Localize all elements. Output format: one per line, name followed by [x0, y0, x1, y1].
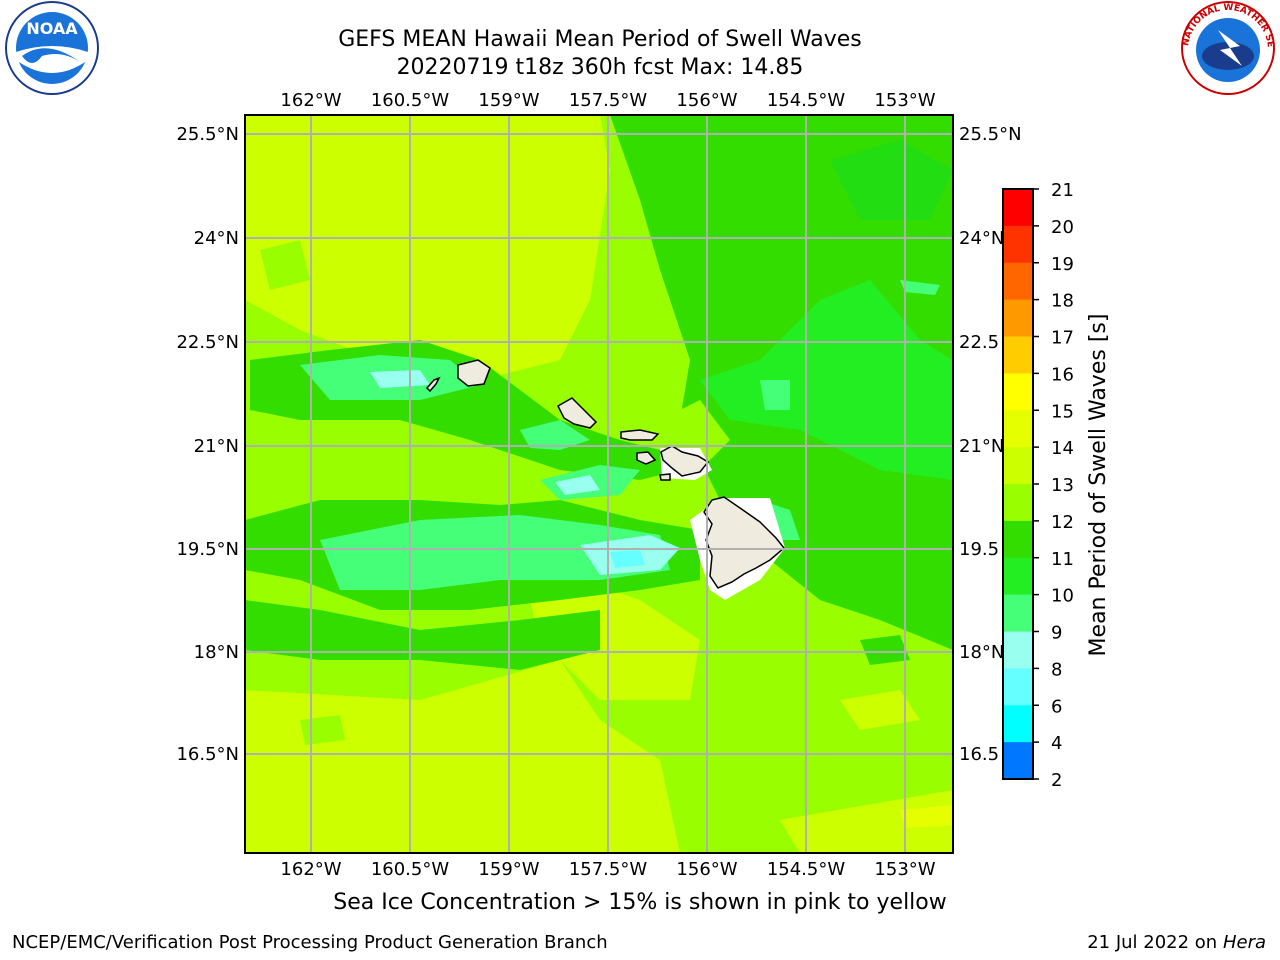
colorbar-tick-label: 17	[1051, 328, 1074, 349]
colorbar-tick-label: 20	[1051, 217, 1074, 238]
colorbar-segment	[1003, 410, 1033, 448]
lon-tick-top: 162°W	[280, 90, 341, 111]
colorbar-segment	[1003, 225, 1033, 264]
lat-labels-right: 25.5°N 24°N 22.5 21°N 19.5 18°N 16.5	[959, 124, 1022, 765]
lat-tick-right: 16.5	[959, 744, 999, 765]
colorbar: 21 20 19 18 17 16 15 14 13 12 11 10 9 8 6 4 2	[1002, 180, 1074, 791]
colorbar-tick-label: 13	[1051, 475, 1074, 496]
island-kauai	[457, 359, 491, 387]
lat-tick-right: 19.5	[959, 539, 999, 560]
lat-tick-left: 21°N	[194, 436, 239, 457]
lat-tick-left: 18°N	[194, 642, 239, 663]
lon-tick-bottom: 156°W	[676, 859, 737, 880]
island-lanai	[636, 451, 657, 465]
colorbar-tick-label: 12	[1051, 512, 1074, 533]
footer-date-text: 21 Jul 2022 on	[1087, 932, 1223, 953]
lat-tick-right: 24°N	[959, 228, 1004, 249]
lon-labels-bottom: 162°W 160.5°W 159°W 157.5°W 156°W 154.5°…	[280, 859, 935, 880]
colorbar-tick-label: 9	[1051, 623, 1062, 644]
colorbar-segment	[1003, 668, 1033, 706]
lon-tick-top: 157.5°W	[569, 90, 648, 111]
island-kahoolawe	[659, 473, 671, 481]
island-maui	[660, 445, 710, 477]
noaa-logo-text: NOAA	[26, 19, 78, 38]
chart-subtitle: 20220719 t18z 360h fcst Max: 14.85	[396, 55, 804, 80]
lat-tick-left: 25.5°N	[176, 124, 239, 145]
lat-tick-right: 21°N	[959, 436, 1004, 457]
colorbar-tick-label: 15	[1051, 401, 1074, 422]
sea-ice-caption: Sea Ice Concentration > 15% is shown in …	[333, 890, 947, 915]
colorbar-tick-label: 16	[1051, 364, 1074, 385]
lon-tick-top: 153°W	[874, 90, 935, 111]
colorbar-segment	[1003, 189, 1033, 227]
colorbar-tick-label: 8	[1051, 659, 1062, 680]
colorbar-segment	[1003, 557, 1033, 596]
lon-tick-bottom: 154.5°W	[767, 859, 846, 880]
lat-tick-left: 19.5°N	[176, 539, 239, 560]
colorbar-tick-label: 19	[1051, 254, 1074, 275]
swell-period-field	[245, 115, 953, 853]
island-oahu	[557, 397, 598, 429]
footer-host: Hera	[1222, 932, 1266, 953]
lon-tick-top: 156°W	[676, 90, 737, 111]
colorbar-segment	[1003, 631, 1033, 669]
colorbar-segment	[1003, 705, 1033, 743]
footer-date: 21 Jul 2022 on Hera	[1087, 932, 1266, 953]
chart-title: GEFS MEAN Hawaii Mean Period of Swell Wa…	[338, 27, 862, 52]
colorbar-segment	[1003, 447, 1033, 485]
lon-tick-bottom: 153°W	[874, 859, 935, 880]
lat-tick-left: 22.5°N	[176, 332, 239, 353]
map-gridlines	[245, 115, 953, 853]
colorbar-tick-label: 6	[1051, 696, 1062, 717]
lat-labels-left: 25.5°N 24°N 22.5°N 21°N 19.5°N 18°N 16.5…	[176, 124, 239, 765]
colorbar-tick-label: 21	[1051, 180, 1074, 201]
colorbar-tick-label: 4	[1051, 733, 1062, 754]
island-niihau	[425, 376, 441, 393]
map-frame	[244, 114, 954, 854]
colorbar-tick-label: 18	[1051, 291, 1074, 312]
lon-tick-bottom: 157.5°W	[569, 859, 648, 880]
nws-logo-icon: NATIONAL WEATHER SERVICE	[1178, 0, 1275, 95]
colorbar-segment	[1003, 262, 1033, 301]
lon-tick-top: 159°W	[478, 90, 539, 111]
lon-tick-bottom: 159°W	[478, 859, 539, 880]
colorbar-segment	[1003, 373, 1033, 411]
lat-tick-left: 16.5°N	[176, 744, 239, 765]
lon-tick-bottom: 160.5°W	[371, 859, 450, 880]
colorbar-segment	[1003, 594, 1033, 632]
colorbar-segment	[1003, 336, 1033, 374]
colorbar-label: Mean Period of Swell Waves [s]	[1086, 314, 1111, 657]
colorbar-tick-label: 11	[1051, 549, 1074, 570]
lon-tick-top: 154.5°W	[767, 90, 846, 111]
lat-tick-right: 22.5	[959, 332, 999, 353]
lon-tick-top: 160.5°W	[371, 90, 450, 111]
colorbar-tick-label: 10	[1051, 586, 1074, 607]
colorbar-tick-label: 2	[1051, 770, 1062, 791]
noaa-logo-icon: NOAA	[5, 1, 99, 95]
colorbar-segment	[1003, 299, 1033, 337]
colorbar-segment	[1003, 520, 1033, 559]
hawaii-islands	[425, 359, 786, 589]
footer-credit: NCEP/EMC/Verification Post Processing Pr…	[12, 932, 608, 953]
lat-tick-right: 18°N	[959, 642, 1004, 663]
lon-labels-top: 162°W 160.5°W 159°W 157.5°W 156°W 154.5°…	[280, 90, 935, 111]
colorbar-segment	[1003, 484, 1033, 522]
lat-tick-right: 25.5°N	[959, 124, 1022, 145]
island-molokai	[620, 429, 660, 441]
colorbar-segment	[1003, 742, 1033, 780]
colorbar-tick-label: 14	[1051, 438, 1074, 459]
lat-tick-left: 24°N	[194, 228, 239, 249]
lon-tick-bottom: 162°W	[280, 859, 341, 880]
